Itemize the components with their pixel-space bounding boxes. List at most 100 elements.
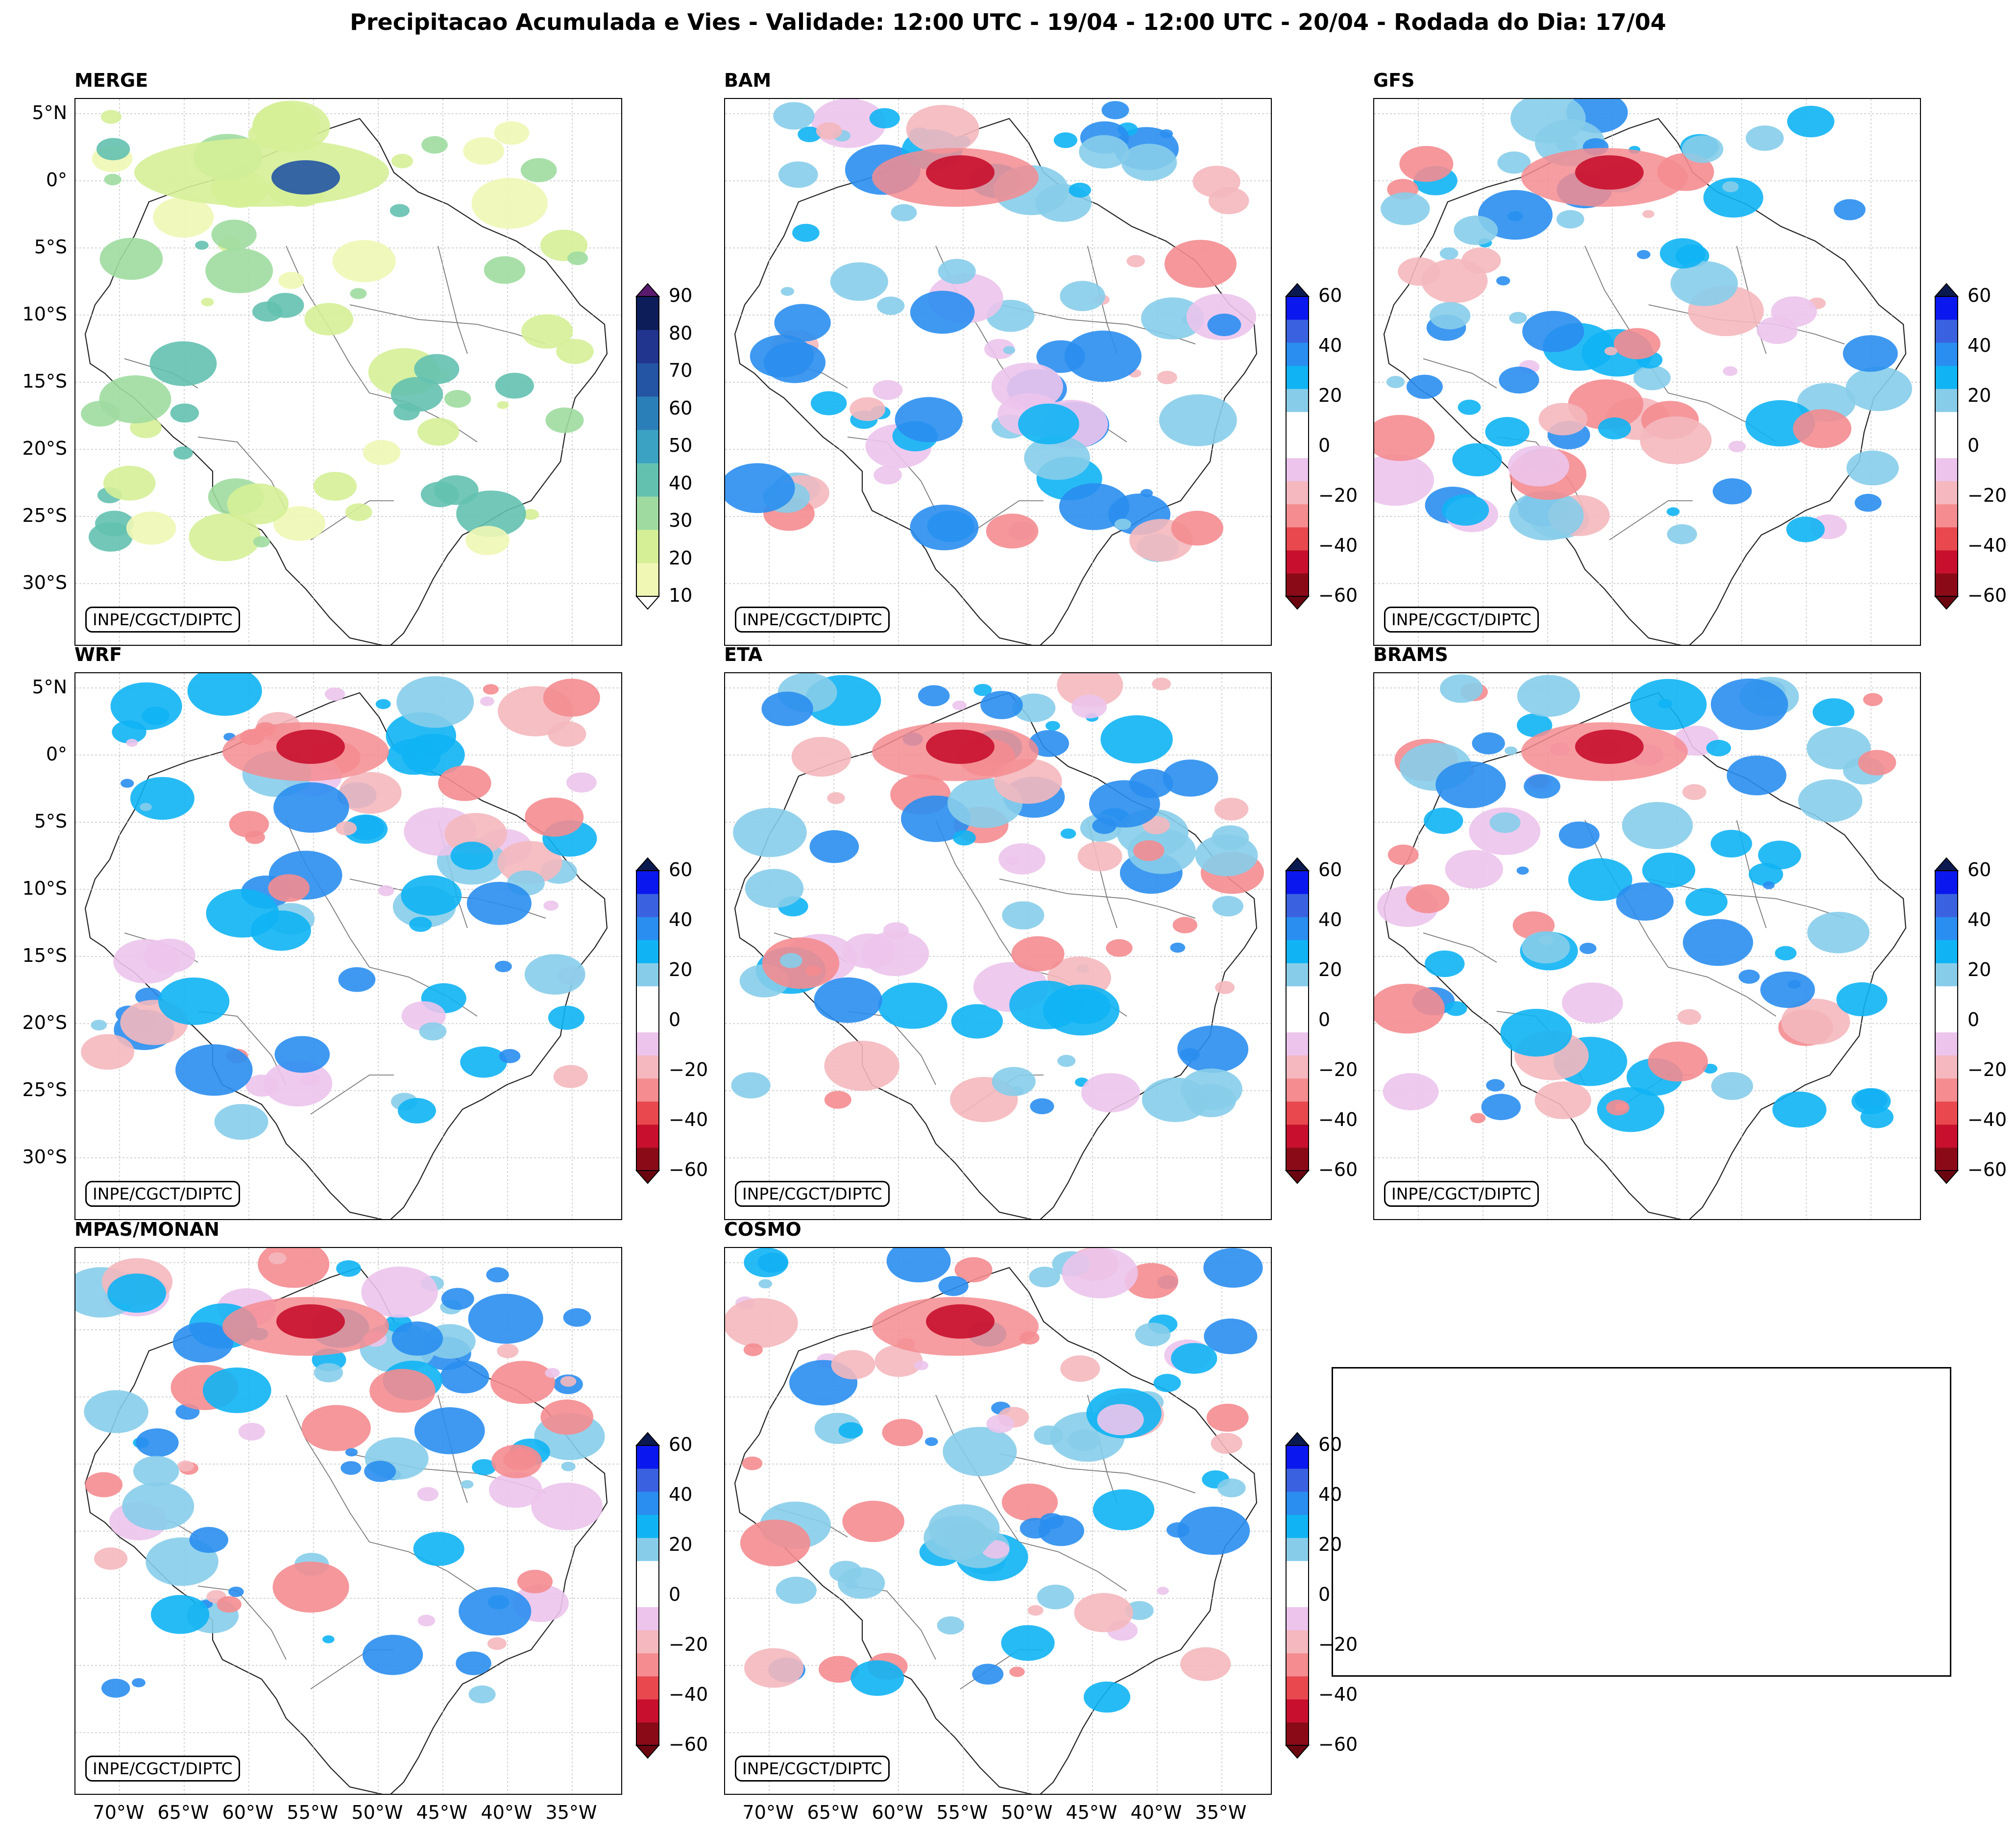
colorbar-segment [1286,1607,1309,1631]
colorbar-segment [636,1055,659,1079]
longitude-label: 60°W [872,1802,923,1823]
latitude-label: 25°S [22,505,67,526]
colorbar-segment [636,1032,659,1056]
colorbar-tick-label: −40 [1318,1684,1358,1705]
colorbar-tick-label: 40 [1318,909,1342,930]
colorbar-segment [1935,894,1958,917]
colorbar-tick-label: 60 [669,1434,693,1455]
colorbar-segment [636,871,659,894]
colorbar-segment [1286,458,1309,482]
longitude-label: 35°W [1195,1802,1247,1823]
colorbar-segment [636,1630,659,1654]
colorbar-tick-label: −20 [1318,485,1358,506]
colorbar-segment [1286,573,1309,597]
colorbar-tick-label: 20 [669,1534,693,1555]
colorbar-segment [1935,296,1958,320]
empty-legend-box [1332,1367,1951,1677]
latitude-label: 15°S [22,370,67,392]
colorbar-segment [1286,550,1309,574]
colorbar-tick-label: 40 [1967,909,1992,930]
colorbar [1285,283,1310,610]
colorbar-segment [1286,435,1309,459]
longitude-label: 65°W [157,1802,209,1823]
colorbar-segment [1286,917,1309,940]
colorbar-segment [636,1699,659,1723]
colorbar-tick-label: −20 [1318,1059,1358,1080]
map-plot [1374,673,1920,1219]
panel-title: COSMO [724,1219,802,1240]
colorbar-segment [1935,319,1958,343]
colorbar-under-arrow [635,596,660,610]
longitude-label: 60°W [222,1802,274,1823]
longitude-label: 65°W [807,1802,859,1823]
colorbar-segment [1935,1032,1958,1056]
colorbar-segment [1935,342,1958,366]
colorbar-segment [1286,986,1309,1009]
colorbar-over-arrow [635,1432,660,1446]
colorbar-segment [1935,389,1958,412]
colorbar-tick-label: 20 [669,547,693,569]
credit-label: INPE/CGCT/DIPTC [1384,1181,1539,1207]
colorbar-segment [1935,1055,1958,1079]
colorbar-tick-label: 60 [669,859,693,880]
latitude-label: 10°S [22,878,67,899]
credit-label: INPE/CGCT/DIPTC [85,607,240,633]
colorbar-tick-label: 20 [669,959,693,980]
colorbar-segment [636,1676,659,1700]
map-panel-brams: INPE/CGCT/DIPTC [1373,672,1921,1220]
credit-label: INPE/CGCT/DIPTC [1384,607,1539,633]
colorbar-tick-label: 60 [669,397,693,419]
panel-title: MERGE [74,70,148,91]
colorbar-tick-label: −40 [1318,535,1358,556]
panel-title: ETA [724,644,763,665]
latitude-label: 5°N [32,102,67,123]
colorbar-segment [636,1101,659,1125]
longitude-label: 40°W [481,1802,533,1823]
colorbar-tick-label: 40 [669,1484,693,1505]
colorbar [1285,857,1310,1184]
colorbar-segment [636,1722,659,1746]
colorbar-segment [636,963,659,986]
colorbar-segment [1286,481,1309,505]
latitude-label: 10°S [22,303,67,325]
colorbar-tick-label: 60 [1318,1434,1342,1455]
colorbar-segment [1935,481,1958,505]
colorbar-segment [1286,412,1309,435]
colorbar-segment [1286,1630,1309,1654]
colorbar-over-arrow [635,857,660,871]
colorbar-tick-label: 40 [1318,335,1342,356]
colorbar [635,857,660,1184]
colorbar-segment [636,1492,659,1515]
colorbar-tick-label: −60 [1318,585,1358,606]
colorbar-segment [1286,342,1309,366]
colorbar [1934,283,1959,610]
map-plot [75,99,621,645]
latitude-label: 0° [46,169,67,191]
credit-label: INPE/CGCT/DIPTC [735,607,890,633]
longitude-label: 45°W [1066,1802,1117,1823]
panel-title: WRF [74,644,122,665]
colorbar-under-arrow [635,1170,660,1184]
colorbar-segment [1935,1147,1958,1171]
colorbar-segment [1286,894,1309,917]
colorbar-tick-label: 20 [1967,959,1992,980]
colorbar-segment [1286,296,1309,320]
map-plot [1374,99,1920,645]
latitude-label: 30°S [22,1146,67,1168]
longitude-label: 40°W [1130,1802,1182,1823]
colorbar-tick-label: 0 [669,1009,681,1030]
colorbar-segment [1286,963,1309,986]
latitude-label: 5°N [32,676,67,698]
map-panel-wrf: INPE/CGCT/DIPTC [74,672,622,1220]
colorbar-segment [1286,1722,1309,1746]
latitude-label: 25°S [22,1079,67,1100]
longitude-label: 70°W [742,1802,794,1823]
latitude-label: 5°S [34,810,67,832]
map-panel-gfs: INPE/CGCT/DIPTC [1373,98,1921,646]
colorbar-tick-label: −20 [1318,1634,1358,1655]
colorbar-segment [1286,1055,1309,1079]
colorbar-segment [1286,1101,1309,1125]
colorbar-segment [636,1468,659,1492]
colorbar-segment [1286,1124,1309,1148]
colorbar-tick-label: −20 [669,1634,708,1655]
